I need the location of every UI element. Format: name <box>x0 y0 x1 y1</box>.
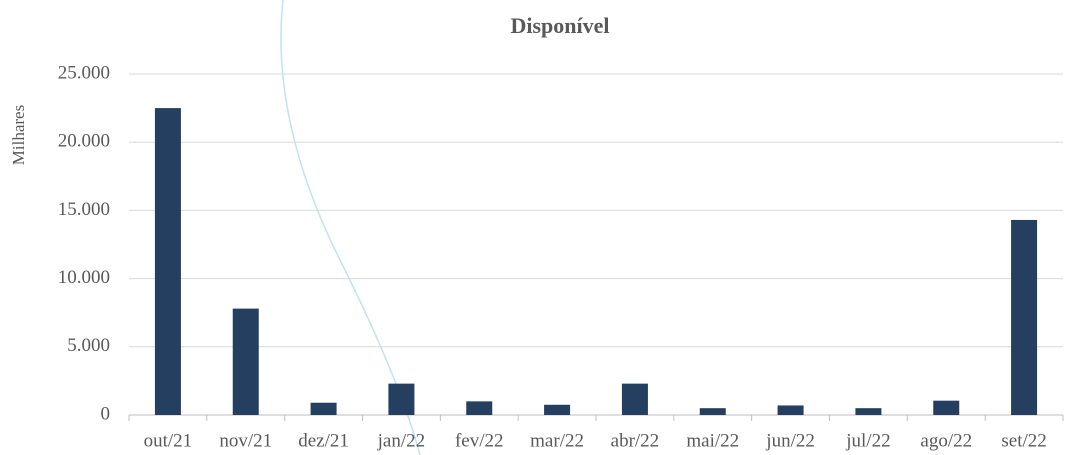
y-tick-label: 0 <box>101 403 111 424</box>
bar <box>1011 219 1038 415</box>
x-tick-label: out/21 <box>144 430 193 451</box>
bar <box>154 108 181 415</box>
bar <box>388 383 415 415</box>
bar <box>777 405 804 415</box>
x-tick-label: nov/21 <box>219 430 272 451</box>
bar <box>310 402 337 415</box>
y-tick-label: 20.000 <box>58 131 110 152</box>
x-tick-label: fev/22 <box>455 430 504 451</box>
chart-title: Disponível <box>510 13 609 38</box>
y-tick-label: 25.000 <box>58 62 110 83</box>
x-tick-label: dez/21 <box>298 430 349 451</box>
bar <box>544 404 571 415</box>
x-tick-label: abr/22 <box>611 430 660 451</box>
x-tick-label: ago/22 <box>920 430 972 451</box>
y-tick-label: 15.000 <box>58 199 110 220</box>
bar <box>933 400 960 415</box>
x-tick-label: jun/22 <box>765 430 815 451</box>
x-tick-label: mai/22 <box>686 430 739 451</box>
bar <box>855 408 882 415</box>
x-tick-label: mar/22 <box>530 430 584 451</box>
y-tick-label: 10.000 <box>58 267 110 288</box>
bar <box>621 383 648 415</box>
bar <box>699 408 726 415</box>
y-axis-label: Milhares <box>9 105 28 165</box>
bar <box>466 401 493 415</box>
bar <box>232 308 259 415</box>
y-tick-label: 5.000 <box>67 335 110 356</box>
x-tick-label: set/22 <box>1001 430 1046 451</box>
x-tick-label: jan/22 <box>377 430 426 451</box>
x-tick-label: jul/22 <box>845 430 890 451</box>
